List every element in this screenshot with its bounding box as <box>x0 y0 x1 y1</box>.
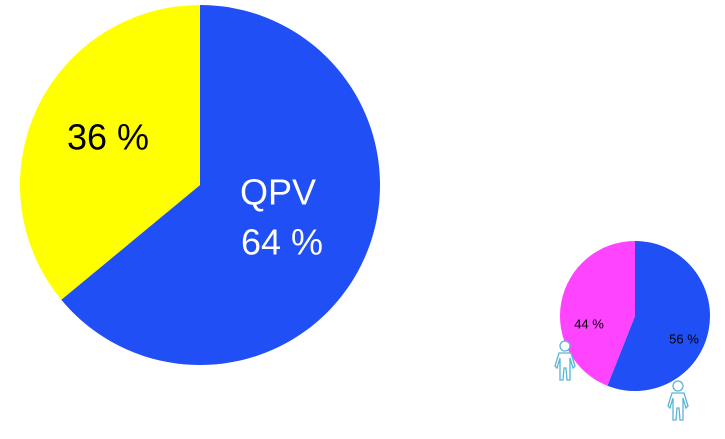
person-icon <box>554 340 576 381</box>
value-label: 56 % <box>669 331 699 346</box>
pie-slice <box>559 241 635 386</box>
value-label: 36 % <box>67 117 149 158</box>
category-label: QPV <box>240 172 316 213</box>
value-label: 44 % <box>574 316 604 331</box>
pie-slice <box>607 241 710 391</box>
pie-slice <box>19 5 200 300</box>
person-icon <box>667 380 689 421</box>
pie-slice <box>61 5 380 366</box>
charts: 64 % 36 % QPV 56 % 44 % <box>19 5 710 391</box>
value-label: 64 % <box>241 222 323 263</box>
